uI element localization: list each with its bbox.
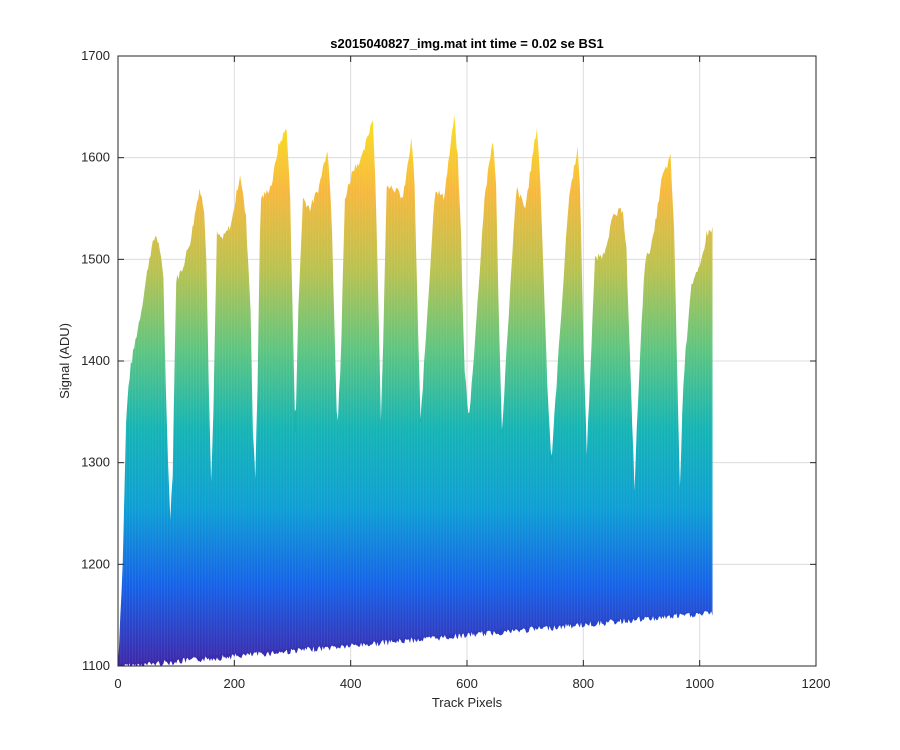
y-tick-label: 1500 [81,251,110,266]
x-tick-label: 200 [223,676,245,691]
y-axis-label: Signal (ADU) [57,323,72,399]
x-tick-label: 1200 [802,676,831,691]
y-tick-label: 1300 [81,455,110,470]
signal-area [118,115,713,666]
x-tick-label: 600 [456,676,478,691]
x-tick-label: 0 [114,676,121,691]
y-tick-label: 1600 [81,150,110,165]
y-tick-label: 1200 [81,556,110,571]
x-tick-label: 400 [340,676,362,691]
x-axis-label: Track Pixels [432,695,503,710]
x-axis: 0 200 400 600 800 1000 1200 [114,56,830,691]
y-tick-label: 1100 [82,658,110,673]
chart-title: s2015040827_img.mat int time = 0.02 se B… [330,36,604,51]
signal-texture [118,123,712,666]
y-tick-label: 1400 [81,353,110,368]
x-tick-label: 800 [572,676,594,691]
y-axis: 1100 1200 1300 1400 1500 1600 1700 [81,48,816,673]
y-tick-label: 1700 [81,48,110,63]
x-tick-label: 1000 [685,676,714,691]
